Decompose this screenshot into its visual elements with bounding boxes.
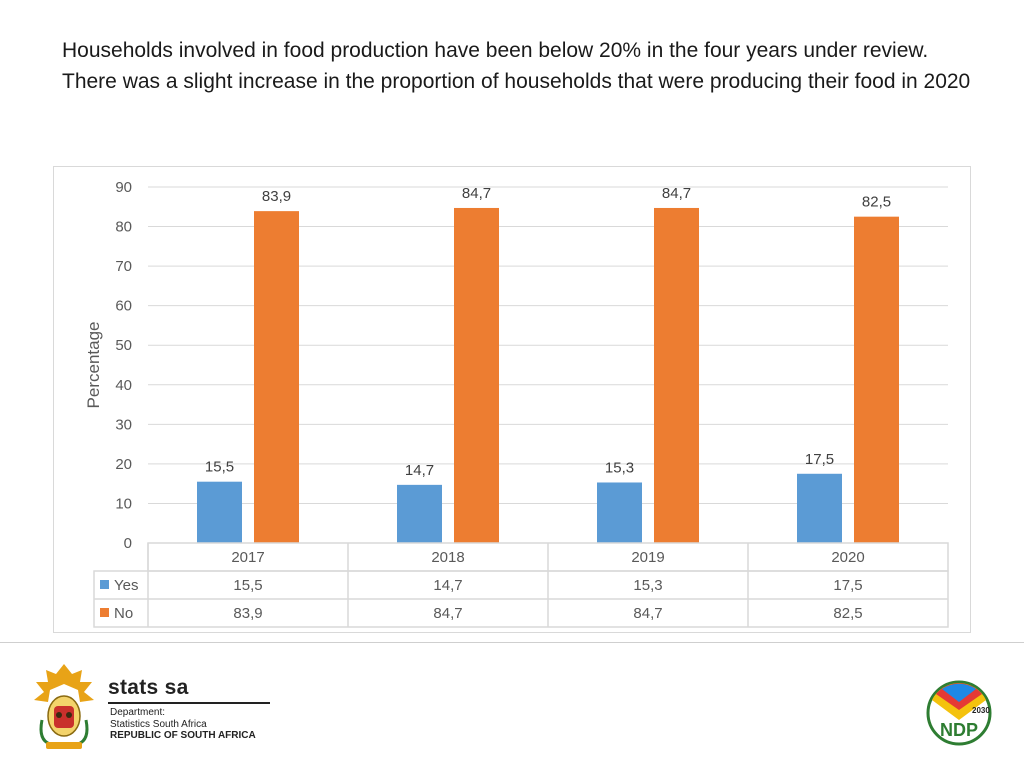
bar-no-2020 — [854, 216, 899, 543]
table-cell: 84,7 — [633, 605, 662, 622]
data-label: 17,5 — [805, 451, 834, 468]
stats-sa-logo-text: stats sa — [108, 676, 189, 699]
x-tick-label: 2019 — [631, 549, 664, 566]
republic-name: REPUBLIC OF SOUTH AFRICA — [110, 730, 256, 741]
bar-no-2018 — [454, 207, 499, 543]
y-tick-label: 90 — [115, 179, 132, 196]
legend-swatch-no — [100, 608, 109, 617]
data-label: 14,7 — [405, 462, 434, 479]
ndp-2030-logo-icon: 2030 NDP — [926, 680, 992, 746]
headline-line-2: There was a slight increase in the propo… — [62, 69, 971, 93]
table-cell: 15,3 — [633, 577, 662, 594]
x-tick-label: 2017 — [231, 549, 264, 566]
department-label: Department: — [110, 707, 166, 718]
bar-no-2017 — [254, 211, 299, 543]
table-cell: 14,7 — [433, 577, 462, 594]
legend-swatch-yes — [100, 580, 109, 589]
logo-underline — [108, 702, 270, 704]
y-tick-label: 50 — [115, 337, 132, 354]
data-label: 15,5 — [205, 459, 234, 476]
ndp-year: 2030 — [972, 706, 990, 715]
headline-line-1: Households involved in food production h… — [62, 39, 929, 62]
y-tick-label: 70 — [115, 258, 132, 275]
department-text: Department: Statistics South Africa REPU… — [110, 707, 256, 742]
y-tick-label: 60 — [115, 298, 132, 315]
data-label: 84,7 — [662, 185, 691, 202]
footer-divider — [0, 642, 1024, 643]
data-label: 83,9 — [262, 188, 291, 205]
table-cell: 83,9 — [233, 605, 262, 622]
x-tick-label: 2018 — [431, 549, 464, 566]
legend-label: No — [114, 605, 133, 622]
bar-yes-2019 — [597, 482, 642, 543]
bar-yes-2018 — [397, 484, 442, 543]
table-cell: 82,5 — [833, 605, 862, 622]
y-tick-label: 0 — [124, 535, 132, 552]
table-cell: 84,7 — [433, 605, 462, 622]
y-tick-label: 80 — [115, 219, 132, 236]
y-tick-label: 30 — [115, 416, 132, 433]
data-label: 84,7 — [462, 185, 491, 202]
headline: Households involved in food production h… — [62, 36, 982, 97]
department-name: Statistics South Africa — [110, 718, 207, 730]
bar-yes-2017 — [197, 481, 242, 543]
y-tick-label: 20 — [115, 456, 132, 473]
table-cell: 15,5 — [233, 577, 262, 594]
y-axis-title: Percentage — [84, 322, 103, 409]
y-tick-label: 40 — [115, 377, 132, 394]
coat-of-arms-icon — [34, 664, 94, 749]
bar-yes-2020 — [797, 473, 842, 543]
data-label: 82,5 — [862, 194, 891, 211]
bar-chart: 0 10 20 30 40 50 60 70 80 90 Percentage 15,5 83,9 14,… — [84, 179, 949, 628]
chart-frame — [53, 166, 971, 633]
ndp-text: NDP — [940, 720, 978, 740]
legend-label: Yes — [114, 577, 138, 594]
y-tick-label: 10 — [115, 495, 132, 512]
bar-no-2019 — [654, 207, 699, 543]
x-tick-label: 2020 — [831, 549, 864, 566]
data-label: 15,3 — [605, 459, 634, 476]
table-cell: 17,5 — [833, 577, 862, 594]
